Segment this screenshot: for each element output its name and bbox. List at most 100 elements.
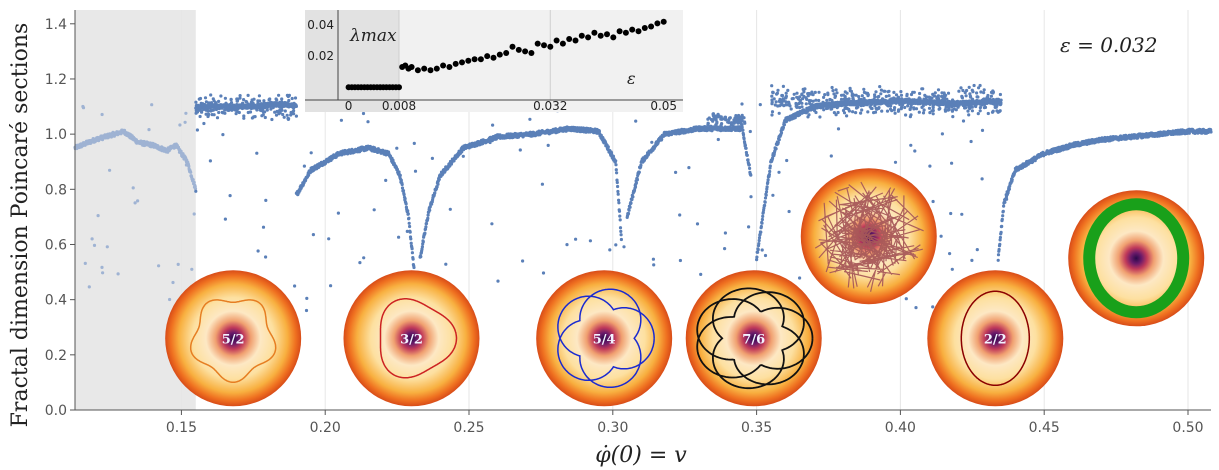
data-point — [926, 101, 930, 105]
data-point — [759, 230, 763, 234]
data-point — [395, 146, 399, 150]
data-point — [860, 94, 864, 98]
data-point — [977, 86, 981, 90]
data-point — [918, 91, 922, 96]
data-point — [178, 123, 182, 127]
data-point — [854, 111, 858, 115]
data-point — [435, 185, 439, 189]
data-point — [614, 168, 618, 172]
data-point — [614, 163, 618, 167]
inset-data-point — [433, 65, 440, 72]
data-point — [202, 121, 206, 126]
data-point — [635, 178, 640, 182]
data-point — [262, 99, 266, 103]
data-point — [424, 225, 428, 229]
data-point — [868, 105, 872, 109]
data-point — [745, 153, 749, 157]
data-point — [931, 101, 936, 105]
data-point — [216, 105, 220, 109]
inset-data-point — [528, 50, 535, 56]
data-point — [903, 105, 907, 110]
data-point — [248, 105, 252, 109]
data-point — [261, 225, 266, 229]
data-point — [912, 90, 916, 94]
data-point — [749, 173, 753, 177]
data-point — [952, 101, 957, 105]
data-point — [747, 163, 751, 167]
data-point — [931, 199, 935, 204]
data-point — [627, 208, 631, 212]
data-point — [223, 96, 227, 100]
data-point — [826, 93, 830, 97]
data-point — [909, 143, 913, 147]
data-point — [616, 192, 620, 196]
data-point — [960, 95, 964, 99]
data-point — [959, 86, 963, 90]
data-point — [714, 116, 718, 121]
data-point — [220, 106, 224, 110]
x-tick-label: 0.15 — [166, 420, 197, 436]
data-point — [280, 105, 284, 110]
data-point — [978, 109, 982, 113]
data-point — [806, 92, 810, 96]
data-point — [827, 101, 831, 105]
data-point — [950, 267, 954, 271]
data-point — [890, 99, 894, 103]
inset-x-tick-label: 0.05 — [650, 99, 677, 113]
data-point — [923, 93, 927, 97]
data-point — [763, 203, 767, 207]
data-point — [1001, 214, 1005, 218]
data-point — [294, 104, 298, 108]
data-point — [264, 104, 269, 108]
data-point — [412, 265, 416, 270]
inset-data-point — [446, 64, 453, 70]
data-point — [262, 110, 266, 114]
data-point — [866, 110, 870, 114]
data-point — [100, 265, 104, 269]
inset-data-point — [547, 43, 554, 50]
data-point — [428, 208, 432, 212]
data-point — [678, 213, 682, 217]
data-point — [116, 272, 120, 276]
data-point — [833, 94, 838, 98]
data-point — [757, 236, 762, 240]
data-point — [798, 276, 802, 280]
data-point — [792, 92, 796, 96]
inset-data-point — [496, 51, 503, 58]
data-point — [787, 100, 791, 104]
data-point — [490, 139, 494, 143]
inset-y-tick-label: 0.04 — [307, 18, 334, 32]
data-point — [741, 128, 745, 132]
data-point — [967, 85, 971, 89]
data-point — [108, 168, 112, 172]
data-point — [618, 214, 622, 218]
data-point — [615, 178, 619, 182]
data-point — [941, 95, 945, 99]
data-point — [770, 84, 774, 88]
inset-data-point — [641, 25, 648, 31]
data-point — [979, 90, 983, 94]
data-point — [964, 102, 968, 106]
data-point — [936, 103, 941, 107]
data-point — [574, 237, 578, 241]
data-point — [614, 159, 618, 163]
data-point — [818, 115, 822, 119]
data-point — [766, 180, 770, 184]
data-point — [488, 140, 492, 145]
data-point — [617, 201, 621, 205]
data-point — [780, 93, 784, 98]
data-point — [184, 111, 188, 115]
inset-y-label: λmax — [349, 26, 397, 46]
data-point — [200, 109, 204, 113]
data-point — [617, 209, 622, 213]
data-point — [221, 133, 225, 137]
data-point — [771, 193, 775, 197]
data-point — [395, 167, 399, 172]
data-point — [329, 284, 333, 288]
data-point — [834, 113, 838, 117]
inset-data-point — [534, 40, 541, 47]
data-point — [311, 233, 315, 237]
data-point — [420, 245, 424, 249]
data-point — [293, 284, 297, 288]
data-point — [630, 197, 634, 201]
